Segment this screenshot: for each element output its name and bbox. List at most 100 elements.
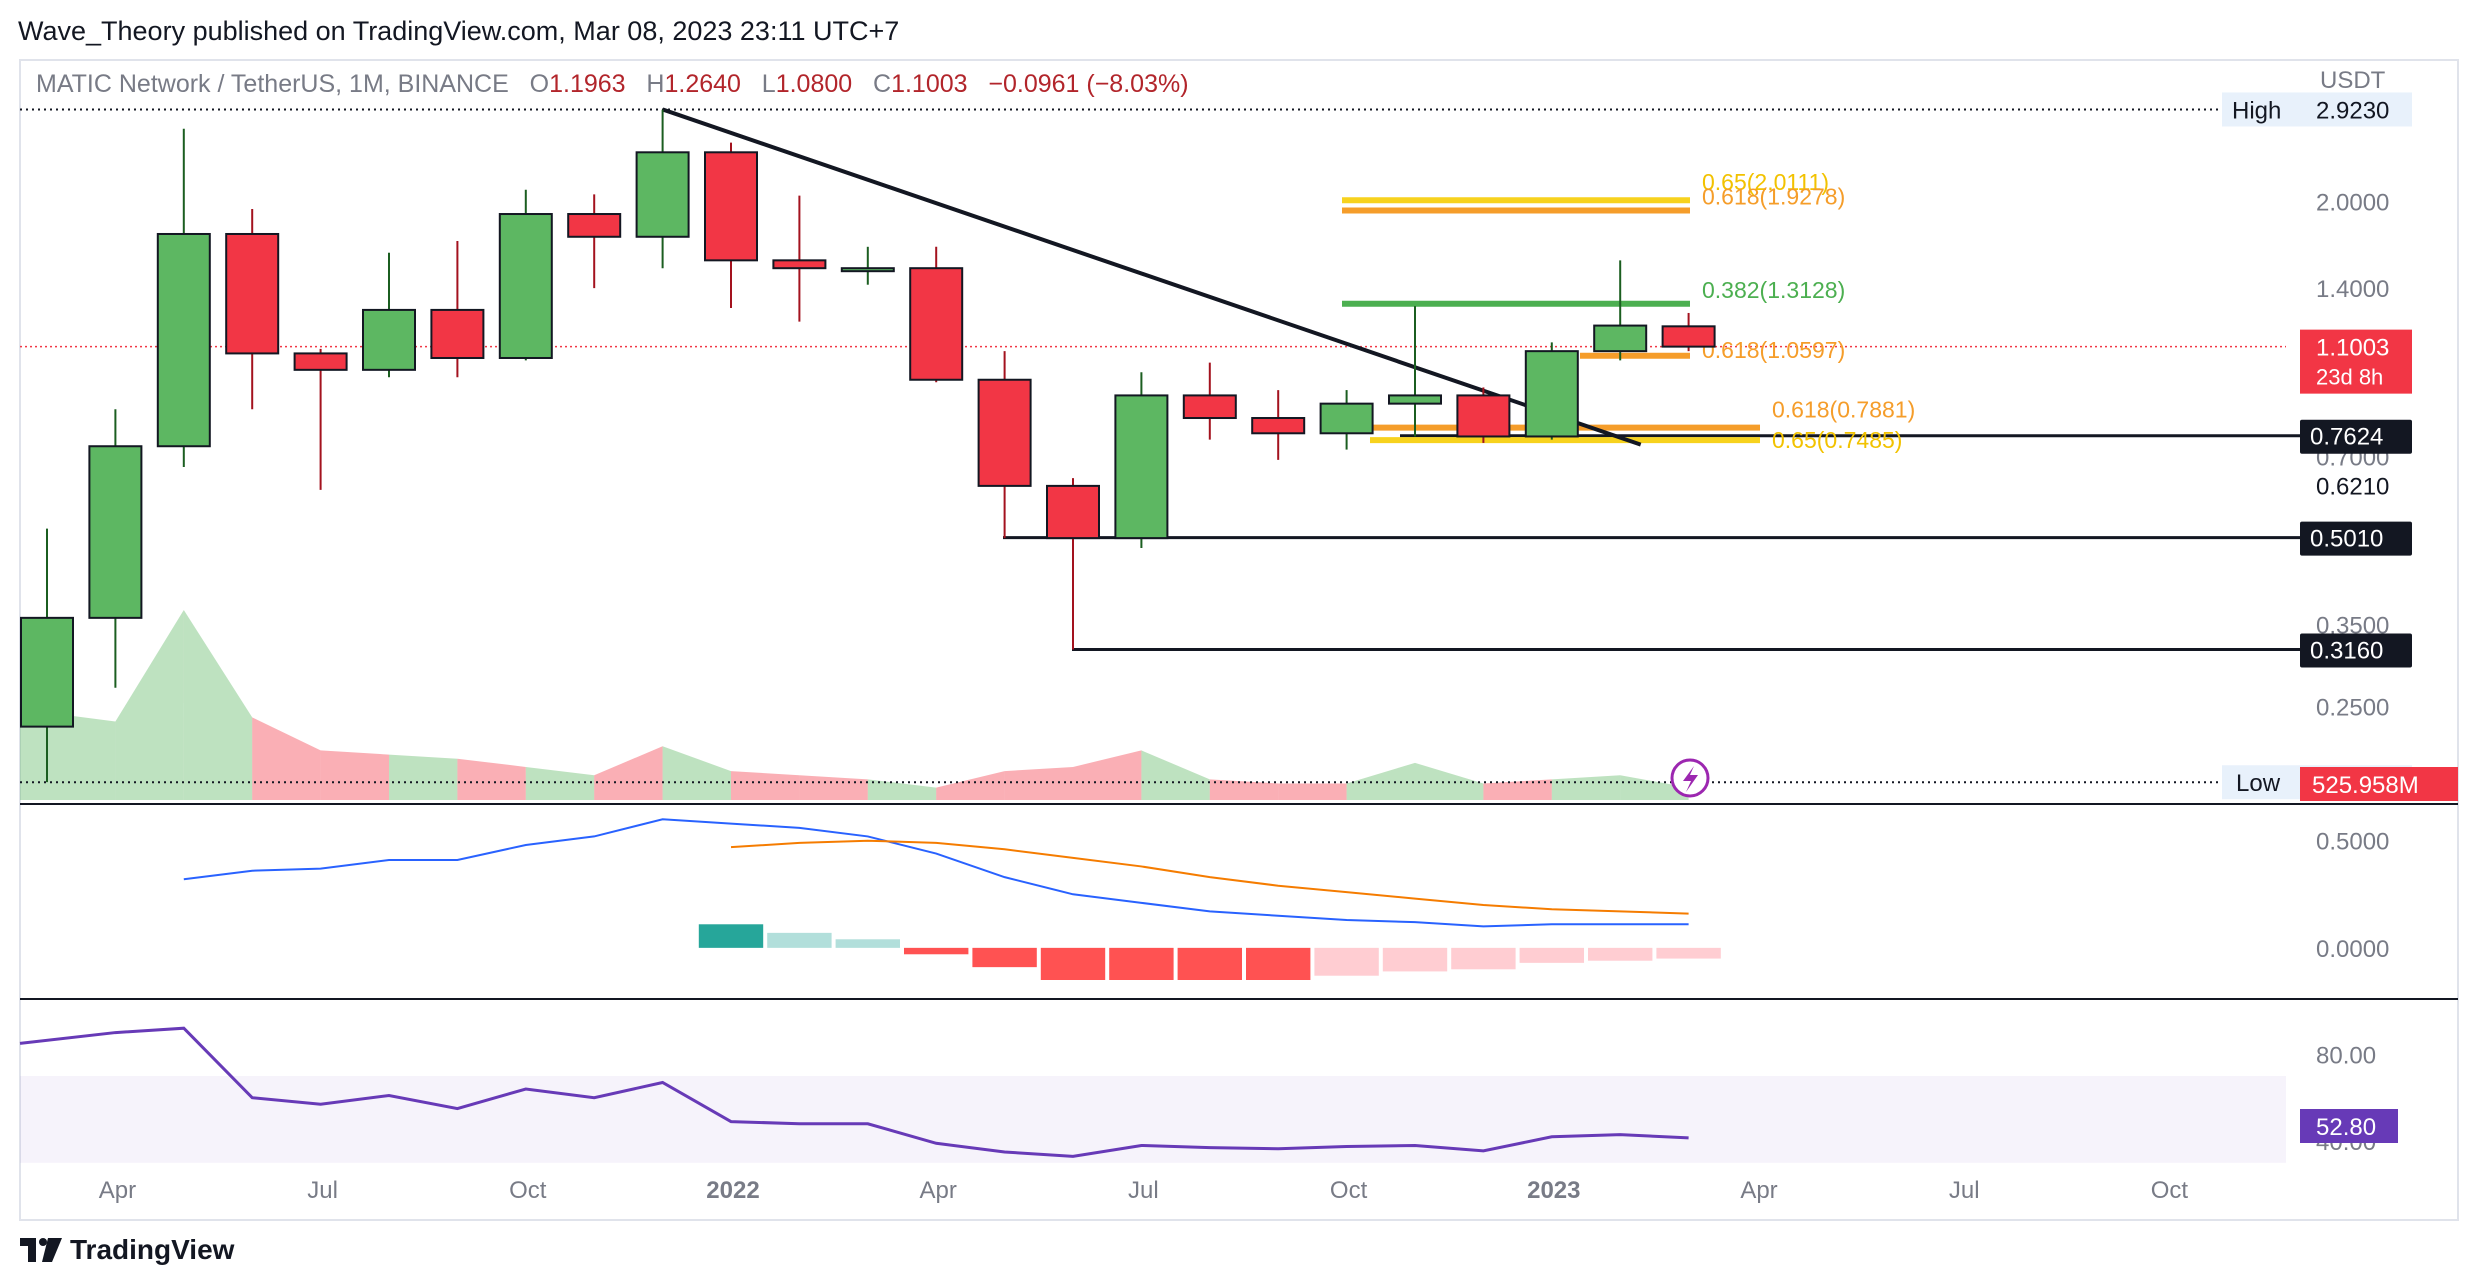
brand[interactable]: TradingView <box>20 1234 234 1266</box>
brand-name: TradingView <box>70 1234 235 1265</box>
candle-up[interactable] <box>1593 324 1648 353</box>
candle-down[interactable] <box>1182 394 1237 420</box>
macd-histogram-bar <box>1656 947 1721 959</box>
volume-area-segment <box>320 750 389 800</box>
candle-down[interactable] <box>1456 394 1511 438</box>
x-axis-label: 2022 <box>706 1177 759 1204</box>
fib-level-label: 0.65(0.7485) <box>1772 427 1902 453</box>
rsi-band <box>20 1075 2286 1163</box>
macd-histogram-bar <box>835 939 900 948</box>
macd-histogram-bar <box>1314 947 1379 976</box>
symbol-ohlc-legend: MATIC Network / TetherUS, 1M, BINANCE O1… <box>36 70 1189 99</box>
current-price-tag-value: 1.1003 <box>2316 335 2389 362</box>
x-axis-label: Apr <box>1740 1177 1777 1204</box>
x-axis-label: Oct <box>509 1177 547 1204</box>
candle-up[interactable] <box>840 267 895 273</box>
support-value-tag-bg <box>2300 521 2412 556</box>
high-tag-value: 2.9230 <box>2316 97 2389 124</box>
support-value-tag-bg <box>2300 419 2412 454</box>
volume-area-segment <box>936 771 1005 800</box>
candle-up[interactable] <box>362 308 416 371</box>
volume-area-segment <box>1551 775 1621 800</box>
macd-histogram-bar <box>1382 947 1448 972</box>
macd-histogram-bar <box>1040 947 1106 980</box>
candle-up[interactable] <box>1388 394 1442 405</box>
volume-area-segment <box>252 717 321 800</box>
volume-area-segment <box>389 754 458 800</box>
candle-down[interactable] <box>909 267 964 381</box>
x-axis-label: Jul <box>1128 1177 1159 1204</box>
candle-down[interactable] <box>225 232 280 355</box>
macd-histogram-bar <box>698 924 764 948</box>
candle-down[interactable] <box>1251 417 1306 435</box>
candle-down[interactable] <box>772 259 827 270</box>
candle-down[interactable] <box>1661 325 1716 348</box>
candle-down[interactable] <box>293 352 348 371</box>
volume-area-segment <box>1141 750 1210 800</box>
candle-up[interactable] <box>88 445 143 619</box>
volume-area-segment <box>115 610 184 800</box>
candle-down[interactable] <box>977 378 1032 487</box>
publisher-line: Wave_Theory published on TradingView.com… <box>18 16 900 46</box>
chart-frame <box>19 59 2459 1221</box>
macd-histogram-bar <box>1519 947 1584 963</box>
high-value: 1.2640 <box>664 70 741 98</box>
candle-up[interactable] <box>498 213 553 359</box>
support-value-tag: 0.3160 <box>2310 638 2383 665</box>
fib-level-label: 0.65(2.0111) <box>1702 169 1829 195</box>
x-axis-label: Oct <box>2151 1177 2189 1204</box>
candle-down[interactable] <box>1046 484 1100 540</box>
volume-area-segment <box>1209 779 1279 800</box>
trendline <box>661 107 1642 447</box>
x-axis-label: Apr <box>920 1177 957 1204</box>
support-value-tag: 0.5010 <box>2310 526 2383 553</box>
macd-signal-line <box>730 839 1689 915</box>
lightning-icon-bolt <box>1683 766 1698 792</box>
volume-area-segment <box>183 610 253 800</box>
macd-histogram-bar <box>1451 947 1516 970</box>
low-tag-label: Low <box>2236 770 2281 797</box>
candle-down[interactable] <box>704 151 758 262</box>
candle-up[interactable] <box>1114 394 1169 540</box>
volume-area-segment <box>1004 766 1073 800</box>
symbol-name[interactable]: MATIC Network / TetherUS, 1M, BINANCE <box>36 70 509 98</box>
macd-histogram-bar <box>1177 947 1242 980</box>
open-label: O <box>529 70 550 98</box>
candle-down[interactable] <box>430 308 485 359</box>
close-label: C <box>873 70 892 98</box>
candle-up[interactable] <box>635 151 690 238</box>
candle-down[interactable] <box>567 213 622 238</box>
volume-area-segment <box>1278 783 1347 800</box>
x-axis-label: Apr <box>99 1177 136 1204</box>
volume-area-segment <box>594 746 663 800</box>
candle-up[interactable] <box>1524 350 1579 438</box>
low-value: 1.0800 <box>775 70 853 98</box>
volume-area-segment <box>662 746 731 800</box>
volume-area-segment <box>799 775 868 800</box>
rsi-value-tag-bg <box>2300 1109 2398 1143</box>
volume-area-segment <box>525 766 595 800</box>
x-axis-label: Jul <box>1949 1177 1980 1204</box>
volume-area-segment <box>1346 762 1415 800</box>
candle-up[interactable] <box>20 616 74 728</box>
candle-up[interactable] <box>156 232 211 448</box>
volume-area-segment <box>1073 750 1142 800</box>
macd-histogram-bar <box>1109 947 1174 980</box>
open-value: 1.1963 <box>549 70 626 98</box>
current-price-countdown: 23d 8h <box>2316 365 2383 390</box>
macd-histogram-bar <box>904 947 969 955</box>
volume-tag-value: 525.958M <box>2312 772 2419 799</box>
macd-histogram-bar <box>767 932 832 948</box>
low-label: L <box>761 70 776 98</box>
volume-area-segment <box>1483 779 1552 800</box>
candle-up[interactable] <box>1319 402 1374 435</box>
rsi-value-tag: 52.80 <box>2316 1114 2376 1141</box>
axis-unit-label: USDT <box>2320 67 2386 94</box>
macd-histogram-bar <box>1588 947 1653 961</box>
fib-level-label: 0.618(1.9278) <box>1702 183 1845 209</box>
support-value-tag-bg <box>2300 633 2412 668</box>
high-label: H <box>646 70 665 98</box>
fib-level-label: 0.618(1.0597) <box>1702 337 1845 363</box>
rsi-line <box>19 1026 1689 1158</box>
